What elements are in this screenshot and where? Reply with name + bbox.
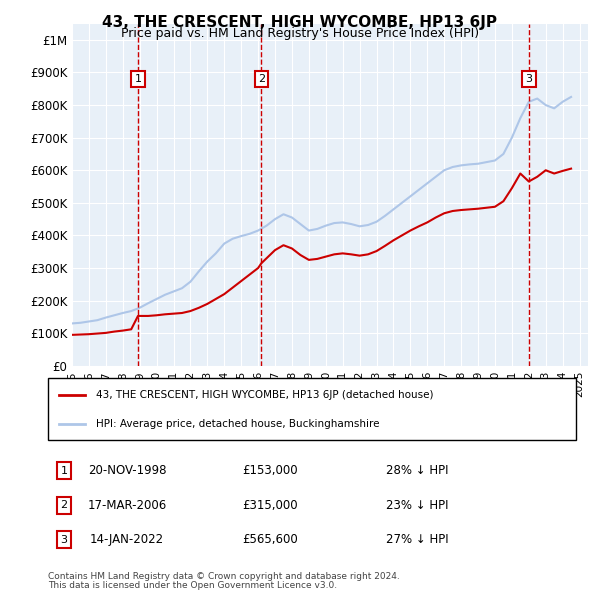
Text: 14-JAN-2022: 14-JAN-2022 [90, 533, 164, 546]
Text: 3: 3 [525, 74, 532, 84]
Text: 43, THE CRESCENT, HIGH WYCOMBE, HP13 6JP (detached house): 43, THE CRESCENT, HIGH WYCOMBE, HP13 6JP… [95, 390, 433, 400]
Text: 1: 1 [134, 74, 142, 84]
Text: 17-MAR-2006: 17-MAR-2006 [88, 499, 167, 512]
Text: £153,000: £153,000 [242, 464, 298, 477]
Text: HPI: Average price, detached house, Buckinghamshire: HPI: Average price, detached house, Buck… [95, 419, 379, 429]
Text: 27% ↓ HPI: 27% ↓ HPI [386, 533, 449, 546]
Text: Price paid vs. HM Land Registry's House Price Index (HPI): Price paid vs. HM Land Registry's House … [121, 27, 479, 40]
Text: 2: 2 [258, 74, 265, 84]
Text: 2: 2 [60, 500, 67, 510]
Text: 1: 1 [61, 466, 67, 476]
Text: This data is licensed under the Open Government Licence v3.0.: This data is licensed under the Open Gov… [48, 581, 337, 590]
Text: 23% ↓ HPI: 23% ↓ HPI [386, 499, 449, 512]
Text: £565,600: £565,600 [242, 533, 298, 546]
FancyBboxPatch shape [48, 378, 576, 440]
Text: 43, THE CRESCENT, HIGH WYCOMBE, HP13 6JP: 43, THE CRESCENT, HIGH WYCOMBE, HP13 6JP [103, 15, 497, 30]
Text: £315,000: £315,000 [242, 499, 298, 512]
Text: 20-NOV-1998: 20-NOV-1998 [88, 464, 166, 477]
Text: 28% ↓ HPI: 28% ↓ HPI [386, 464, 449, 477]
Text: Contains HM Land Registry data © Crown copyright and database right 2024.: Contains HM Land Registry data © Crown c… [48, 572, 400, 581]
Text: 3: 3 [61, 535, 67, 545]
